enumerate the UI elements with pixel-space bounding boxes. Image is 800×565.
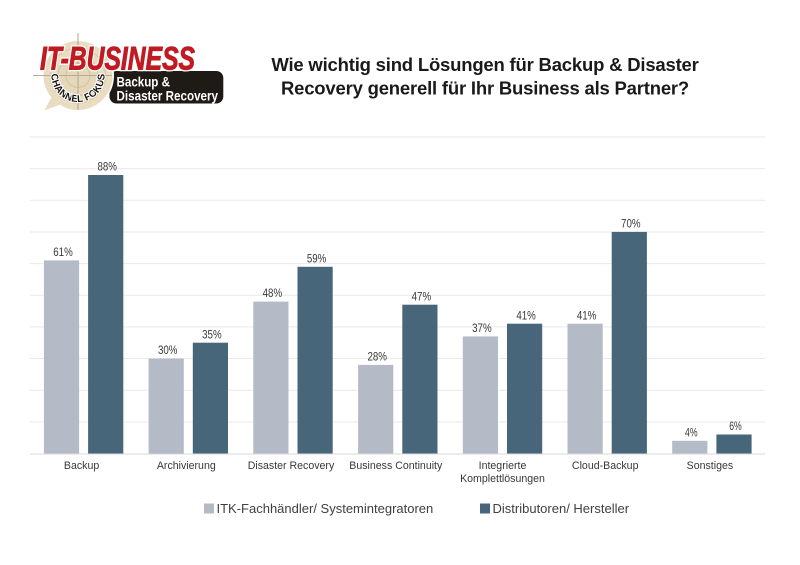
svg-text:Disaster Recovery: Disaster Recovery xyxy=(248,460,335,472)
svg-text:61%: 61% xyxy=(53,247,73,259)
svg-text:Disaster Recovery: Disaster Recovery xyxy=(117,88,219,104)
svg-text:48%: 48% xyxy=(263,288,283,300)
svg-text:Backup: Backup xyxy=(64,460,99,472)
svg-text:47%: 47% xyxy=(412,291,432,303)
svg-text:37%: 37% xyxy=(472,323,492,335)
svg-text:Recovery generell für Ihr Busi: Recovery generell für Ihr Business als P… xyxy=(281,77,689,98)
svg-text:4%: 4% xyxy=(685,427,698,439)
svg-text:Archivierung: Archivierung xyxy=(157,460,216,472)
svg-text:41%: 41% xyxy=(516,310,536,322)
svg-text:88%: 88% xyxy=(97,162,117,174)
svg-text:35%: 35% xyxy=(202,329,222,341)
svg-text:41%: 41% xyxy=(577,310,597,322)
svg-text:IT-BUSINESS: IT-BUSINESS xyxy=(40,41,196,77)
svg-text:Sonstiges: Sonstiges xyxy=(687,460,734,472)
svg-text:IT-BUSINESS: IT-BUSINESS xyxy=(40,41,196,77)
svg-text:Komplettlösungen: Komplettlösungen xyxy=(460,473,545,485)
svg-text:Business Continuity: Business Continuity xyxy=(349,460,443,472)
svg-text:Backup &: Backup & xyxy=(117,74,171,90)
svg-text:30%: 30% xyxy=(158,345,178,357)
svg-text:Integrierte: Integrierte xyxy=(479,460,527,472)
svg-text:70%: 70% xyxy=(621,219,641,231)
svg-text:28%: 28% xyxy=(367,352,387,364)
svg-text:59%: 59% xyxy=(307,253,327,265)
svg-text:Distributoren/ Hersteller: Distributoren/ Hersteller xyxy=(493,501,630,516)
svg-text:6%: 6% xyxy=(729,421,742,433)
svg-text:Wie wichtig sind Lösungen für: Wie wichtig sind Lösungen für Backup & D… xyxy=(271,54,698,75)
svg-text:Cloud-Backup: Cloud-Backup xyxy=(572,460,639,472)
svg-text:ITK-Fachhändler/ Systemintegra: ITK-Fachhändler/ Systemintegratoren xyxy=(217,501,434,516)
